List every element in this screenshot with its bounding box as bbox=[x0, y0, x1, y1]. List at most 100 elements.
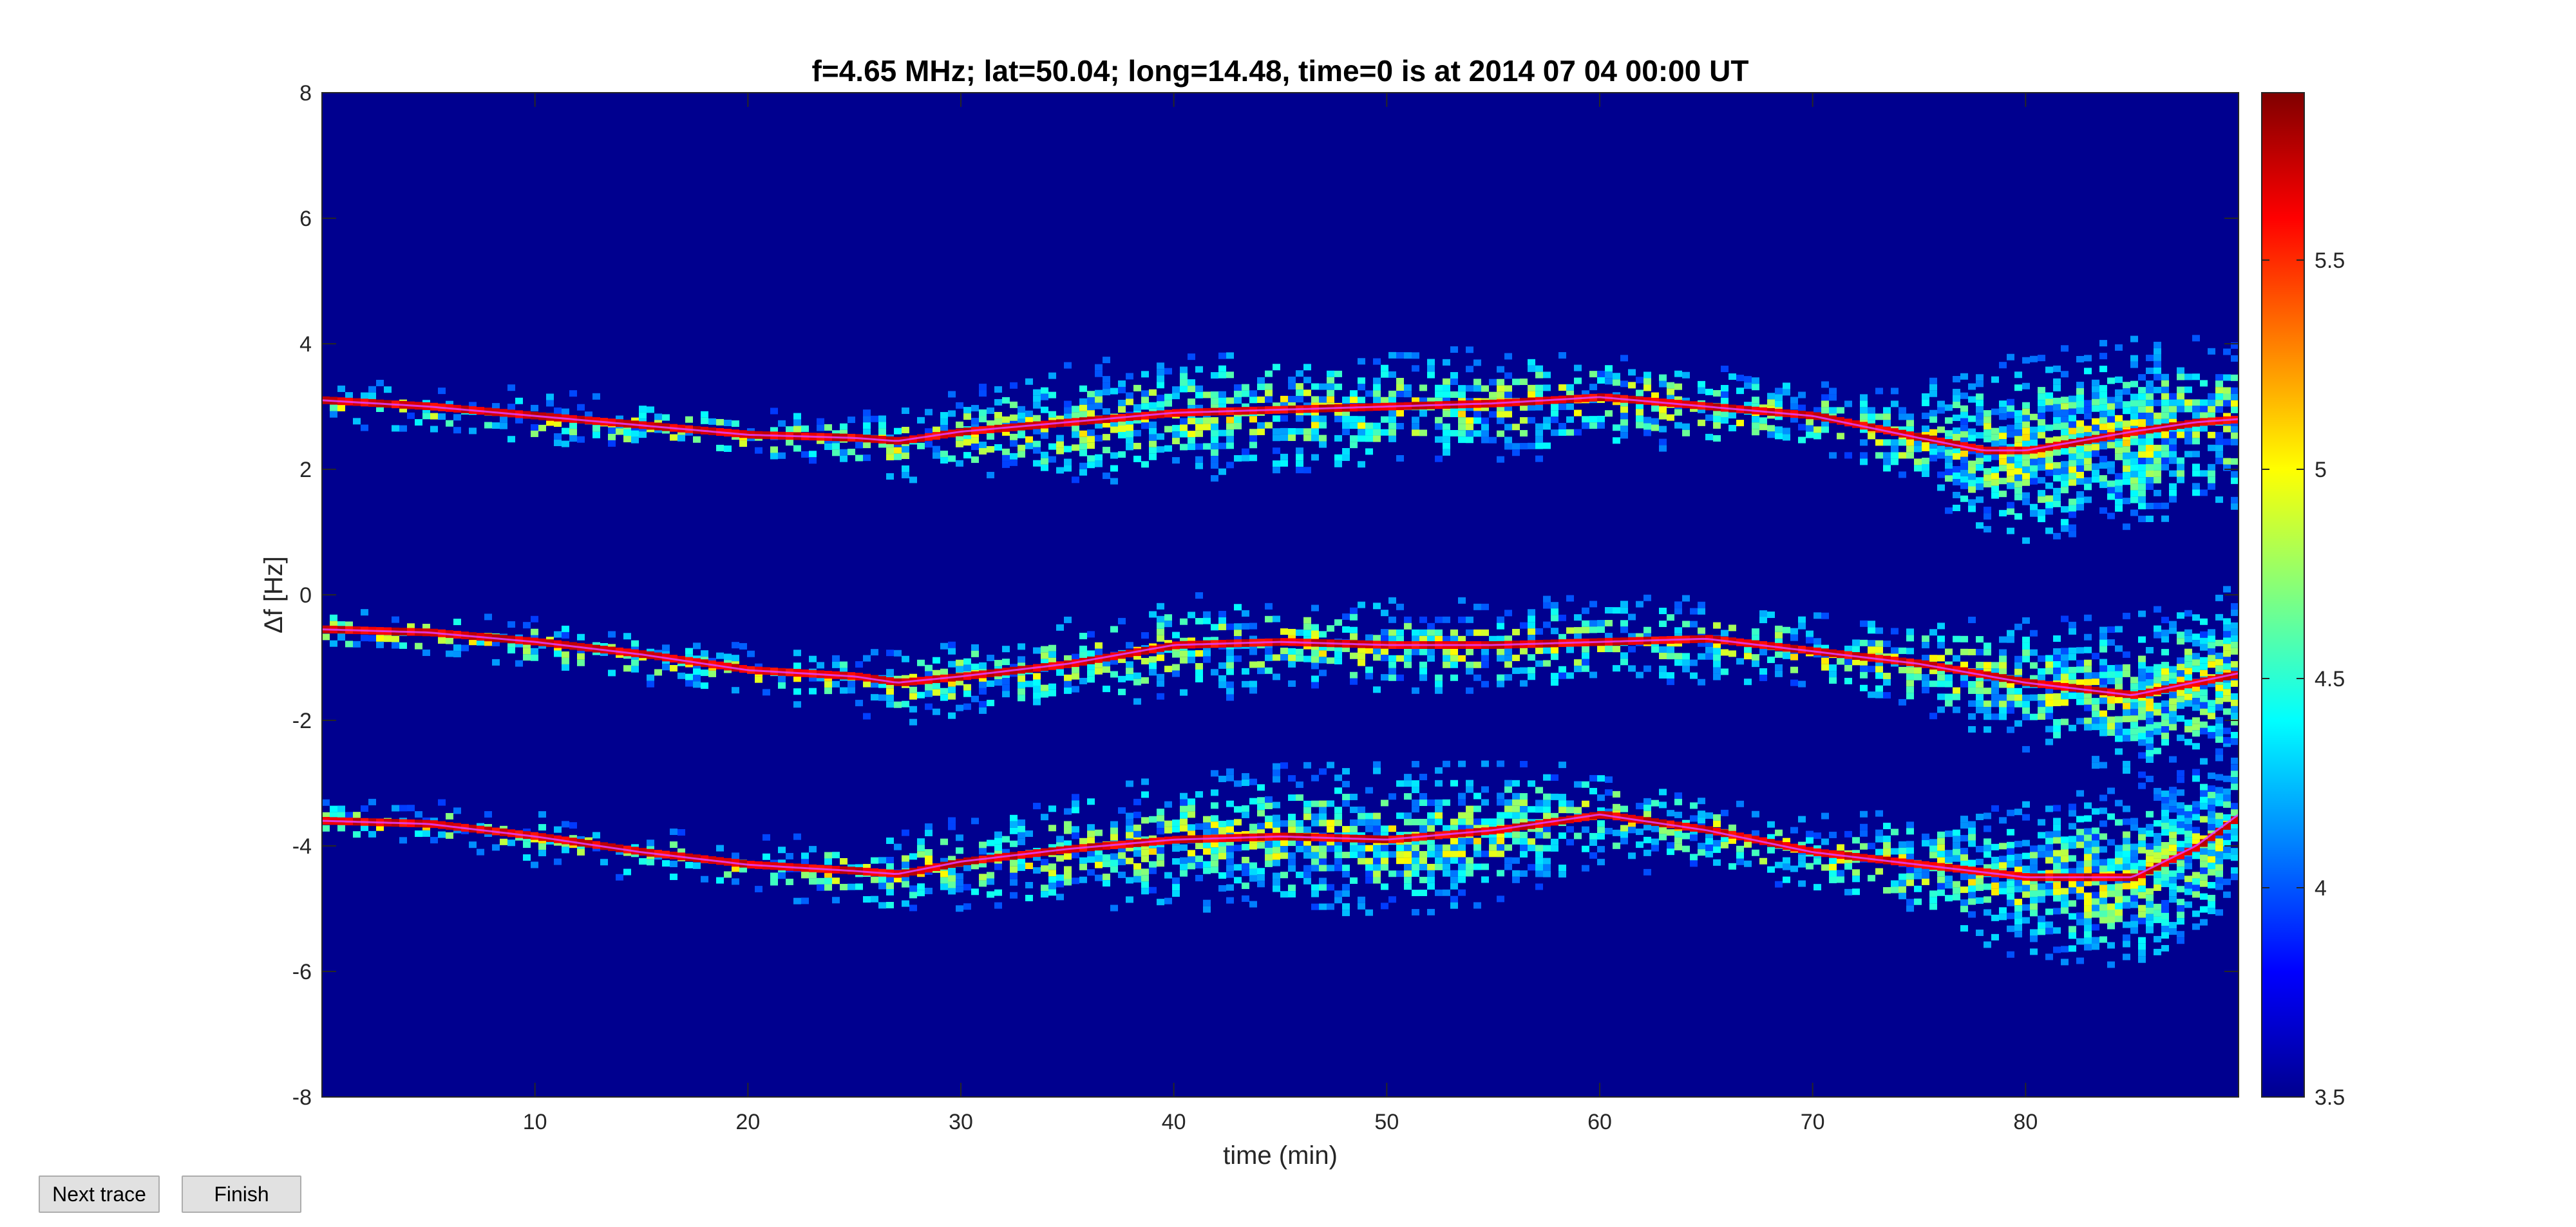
heatmap-cell bbox=[1195, 391, 1203, 398]
heatmap-cell bbox=[1443, 397, 1450, 404]
heatmap-cell bbox=[1481, 799, 1489, 806]
heatmap-cell bbox=[2069, 479, 2076, 486]
heatmap-cell bbox=[1443, 799, 1450, 806]
heatmap-cell bbox=[2014, 866, 2022, 874]
heatmap-cell bbox=[1953, 635, 1960, 642]
heatmap-cell bbox=[1798, 861, 1806, 868]
heatmap-cell bbox=[1234, 422, 1242, 429]
heatmap-cell bbox=[871, 876, 878, 883]
heatmap-cell bbox=[1319, 877, 1327, 885]
heatmap-cell bbox=[538, 843, 546, 850]
heatmap-cell bbox=[2154, 489, 2161, 496]
heatmap-cell bbox=[1388, 429, 1396, 436]
heatmap-cell bbox=[1018, 412, 1025, 419]
heatmap-cell bbox=[2038, 413, 2045, 420]
heatmap-cell bbox=[2115, 748, 2123, 755]
heatmap-cell bbox=[1906, 905, 1914, 912]
heatmap-cell bbox=[2200, 721, 2208, 728]
heatmap-cell bbox=[1682, 832, 1690, 839]
heatmap-cell bbox=[1188, 379, 1195, 386]
heatmap-cell bbox=[956, 402, 963, 409]
heatmap-cell bbox=[2123, 446, 2130, 453]
heatmap-cell bbox=[399, 805, 407, 812]
heatmap-cell bbox=[1945, 648, 1953, 655]
heatmap-cell bbox=[1296, 845, 1303, 852]
heatmap-cell bbox=[1172, 651, 1180, 658]
heatmap-cell bbox=[2069, 628, 2076, 635]
heatmap-cell bbox=[1443, 889, 1450, 896]
heatmap-cell bbox=[1520, 648, 1528, 655]
heatmap-cell bbox=[484, 639, 492, 646]
heatmap-cell bbox=[1597, 620, 1605, 627]
heatmap-cell bbox=[2130, 464, 2138, 471]
heatmap-cell bbox=[2184, 629, 2192, 636]
heatmap-cell bbox=[2014, 436, 2022, 443]
heatmap-cell bbox=[1976, 458, 1984, 465]
heatmap-cell bbox=[1497, 831, 1504, 838]
heatmap-cell bbox=[2022, 852, 2030, 859]
heatmap-cell bbox=[1048, 889, 1056, 896]
heatmap-cell bbox=[623, 429, 631, 436]
heatmap-cell bbox=[1018, 418, 1025, 426]
heatmap-cell bbox=[1311, 656, 1319, 663]
heatmap-cell bbox=[2061, 648, 2069, 655]
heatmap-cell bbox=[2138, 490, 2146, 497]
heatmap-cell bbox=[1172, 664, 1180, 671]
heatmap-cell bbox=[1682, 621, 1690, 628]
heatmap-cell bbox=[1698, 387, 1705, 394]
heatmap-cell bbox=[1211, 821, 1218, 829]
heatmap-cell bbox=[1226, 774, 1234, 782]
heatmap-cell bbox=[2061, 435, 2069, 442]
heatmap-cell bbox=[538, 850, 546, 857]
heatmap-cell bbox=[1659, 438, 1667, 445]
heatmap-cell bbox=[2076, 497, 2084, 504]
heatmap-cell bbox=[1620, 380, 1628, 388]
heatmap-cell bbox=[2069, 453, 2076, 460]
heatmap-cell bbox=[1087, 391, 1095, 398]
heatmap-cell bbox=[1319, 644, 1327, 651]
heatmap-cell bbox=[1025, 410, 1033, 417]
heatmap-cell bbox=[1095, 389, 1103, 397]
heatmap-cell bbox=[2154, 670, 2161, 677]
heatmap-cell bbox=[1025, 417, 1033, 424]
heatmap-cell bbox=[1566, 390, 1574, 397]
heatmap-cell bbox=[1450, 870, 1458, 877]
heatmap-cell bbox=[1126, 642, 1133, 649]
heatmap-cell bbox=[786, 426, 793, 433]
heatmap-cell bbox=[1002, 448, 1010, 455]
heatmap-cell bbox=[1311, 845, 1319, 852]
heatmap-cell bbox=[1427, 870, 1435, 877]
heatmap-cell bbox=[2138, 700, 2146, 707]
heatmap-cell bbox=[1226, 871, 1234, 878]
heatmap-cell bbox=[2130, 471, 2138, 478]
heatmap-cell bbox=[2030, 845, 2038, 852]
heatmap-cell bbox=[2138, 406, 2146, 413]
heatmap-cell bbox=[1358, 461, 1365, 468]
heatmap-cell bbox=[2030, 433, 2038, 440]
heatmap-cell bbox=[2215, 451, 2223, 458]
heatmap-cell bbox=[1242, 869, 1249, 876]
heatmap-cell bbox=[1396, 422, 1404, 429]
heatmap-cell bbox=[1450, 429, 1458, 436]
heatmap-cell bbox=[1821, 664, 1829, 671]
heatmap-cell bbox=[2076, 420, 2084, 427]
heatmap-cell bbox=[577, 653, 585, 660]
heatmap-cell bbox=[2099, 729, 2107, 736]
heatmap-cell bbox=[2038, 477, 2045, 484]
heatmap-cell bbox=[2208, 399, 2215, 406]
heatmap-cell bbox=[1133, 404, 1141, 411]
heatmap-cell bbox=[987, 878, 994, 885]
heatmap-cell bbox=[1010, 453, 1018, 460]
heatmap-cell bbox=[531, 628, 538, 635]
heatmap-cell bbox=[1636, 671, 1643, 679]
heatmap-cell bbox=[940, 451, 948, 458]
heatmap-cell bbox=[979, 442, 987, 449]
heatmap-cell bbox=[2107, 461, 2115, 468]
heatmap-cell bbox=[2007, 431, 2014, 438]
heatmap-cell bbox=[2107, 729, 2115, 736]
heatmap-cell bbox=[2231, 731, 2239, 738]
heatmap-cell bbox=[963, 664, 971, 671]
heatmap-cell bbox=[647, 680, 654, 688]
heatmap-cell bbox=[2138, 464, 2146, 471]
heatmap-cell bbox=[2007, 688, 2014, 695]
